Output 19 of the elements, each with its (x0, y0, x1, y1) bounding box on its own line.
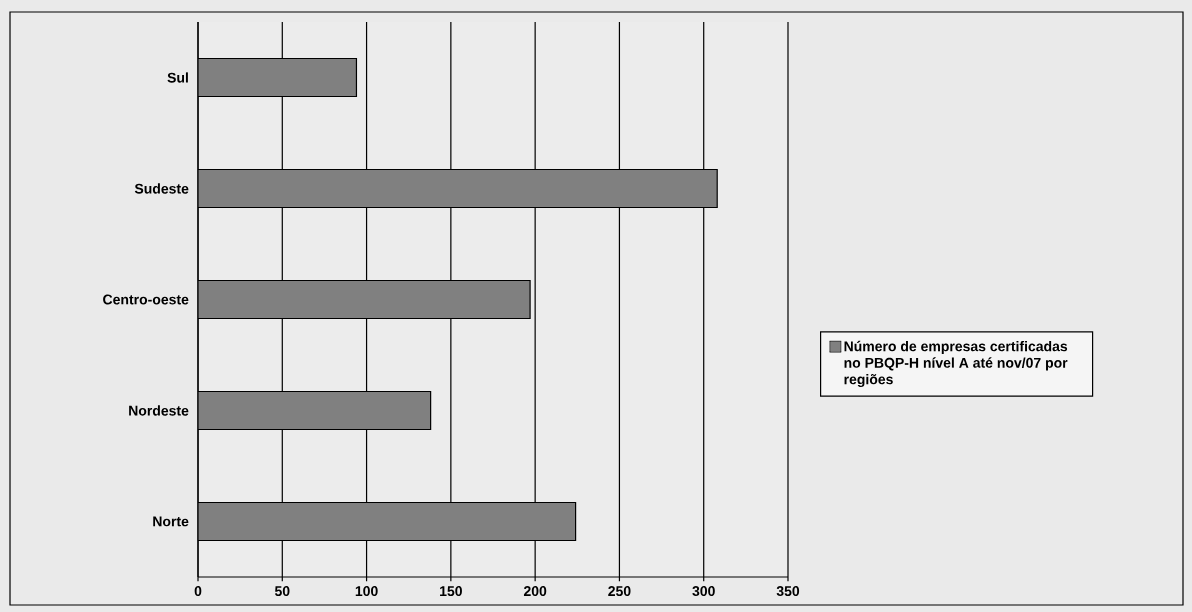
x-tick-label: 350 (776, 586, 800, 597)
bar (198, 501, 577, 542)
bar (198, 57, 358, 98)
y-tick-label: Sudeste (134, 183, 189, 194)
x-tick-label: 150 (440, 586, 462, 597)
x-tick-label: 50 (274, 586, 290, 597)
bar (198, 279, 531, 320)
x-tick-label: 250 (608, 586, 631, 597)
legend-label: Número de empresas certificadas no PBQP-H nível A até nov/07 por regiões (844, 340, 1068, 388)
x-tick-label: 0 (194, 586, 202, 597)
y-tick-label: Nordeste (129, 405, 189, 416)
bar (198, 390, 432, 431)
bar (198, 168, 718, 209)
y-tick-label: Norte (153, 516, 189, 527)
x-tick-label: 100 (355, 586, 378, 597)
x-tick-label: 300 (692, 586, 715, 597)
y-tick-label: Centro-oeste (103, 294, 189, 305)
x-tick-label: 200 (523, 586, 547, 597)
y-tick-label: Sul (167, 72, 188, 83)
